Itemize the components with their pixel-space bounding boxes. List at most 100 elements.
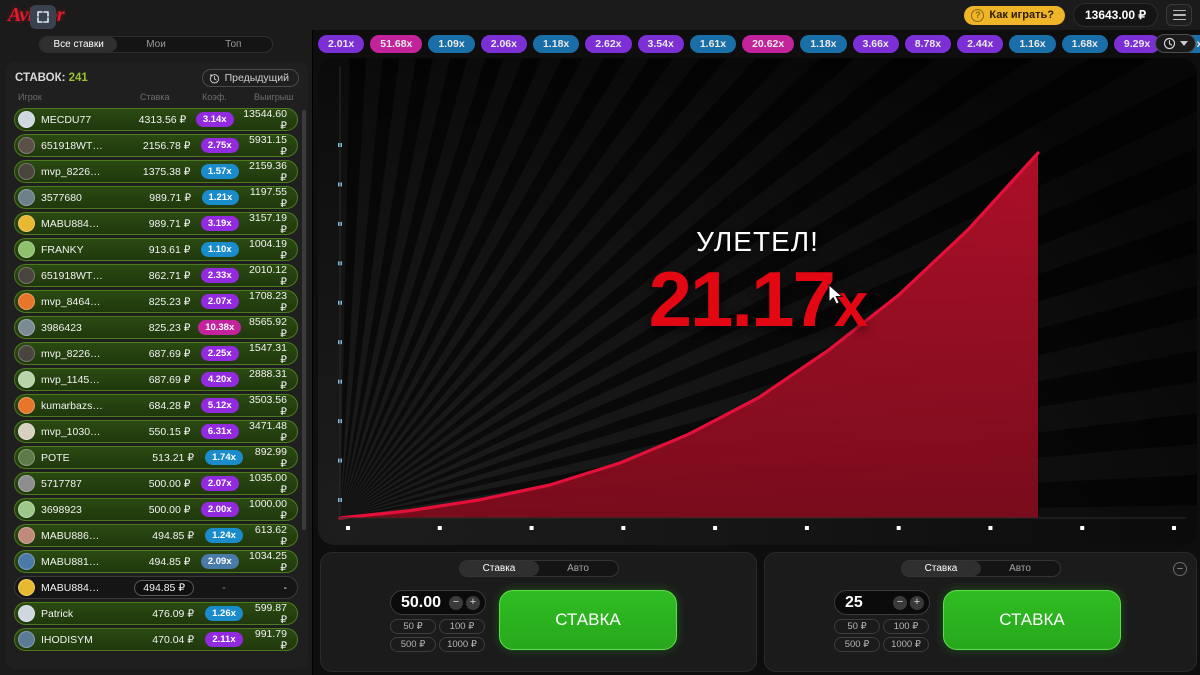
bet-panel-2-tab-1[interactable]: Авто [1009, 563, 1031, 574]
win-amount: 1000.00 ₽ [249, 497, 287, 522]
bet-panel-1-tab-1[interactable]: Авто [567, 563, 589, 574]
minus-circle-icon[interactable]: − [893, 595, 907, 610]
player-name: POTE [41, 451, 70, 464]
table-row[interactable]: mvp_1145… 687.69 ₽4.20x 2888.31 ₽ [14, 367, 298, 392]
multiplier-badge: 6.31x [190, 424, 249, 439]
place-bet-button-1[interactable]: СТАВКА [499, 590, 677, 650]
table-row[interactable]: mvp_8226… 1375.38 ₽1.57x 2159.36 ₽ [14, 160, 298, 184]
bet-amount: 684.28 ₽ [148, 399, 191, 412]
table-row[interactable]: MECDU77 4313.56 ₽3.14x 13544.60 ₽ [14, 108, 298, 132]
bets-sidebar: Все ставки Мои Топ СТАВОК: 241 Предыдущий … [0, 30, 313, 675]
multiplier-badge: 2.25x [190, 346, 249, 361]
multiplier-badge: 2.00x [190, 502, 249, 517]
history-chip-15[interactable]: 9.29x [1113, 35, 1161, 53]
history-chip-3[interactable]: 2.06x [480, 35, 527, 53]
bet-amount-stepper-1[interactable]: 50.00 − + [390, 590, 486, 615]
avatar [18, 215, 35, 232]
history-chip-12[interactable]: 2.44x [957, 35, 1004, 53]
history-toggle-button[interactable] [1155, 34, 1196, 53]
table-row[interactable]: MABU884… 989.71 ₽3.19x 3157.19 ₽ [14, 211, 298, 236]
history-chip-11[interactable]: 8.78x [904, 35, 952, 53]
hamburger-menu-icon[interactable] [1166, 4, 1192, 26]
player-name: kumarbazs… [41, 399, 103, 412]
history-chip-6[interactable]: 3.54x [637, 35, 684, 53]
bets-column-header-3: Выигрыш [254, 92, 294, 102]
bet-amount: 470.04 ₽ [152, 633, 194, 646]
bet-amount: 989.71 ₽ [148, 217, 191, 230]
bet-amount: 687.69 ₽ [148, 373, 191, 386]
player-name: MABU884… [41, 581, 100, 594]
place-bet-button-2[interactable]: СТАВКА [943, 590, 1121, 650]
quick-amount-1-1[interactable]: 100 ₽ [439, 619, 485, 634]
multiplier-badge: 1.21x [191, 190, 250, 205]
quick-amount-2-1[interactable]: 100 ₽ [883, 619, 929, 634]
table-row[interactable]: IHODISYM 470.04 ₽2.11x 991.79 ₽ [14, 628, 298, 652]
bet-panel-1-tab-0[interactable]: Ставка [459, 561, 539, 576]
history-chip-5[interactable]: 2.62x [585, 35, 632, 53]
sidebar-tab-1[interactable]: Мои [146, 39, 166, 50]
table-row[interactable]: Patrick 476.09 ₽1.26x 599.87 ₽ [14, 602, 298, 626]
quick-amount-2-0[interactable]: 50 ₽ [834, 619, 880, 634]
bet-panel-2-amount-col: 25 − + 50 ₽100 ₽500 ₽1000 ₽ [834, 590, 930, 652]
sidebar-tab-2[interactable]: Топ [225, 39, 242, 50]
quick-amount-1-3[interactable]: 1000 ₽ [439, 637, 485, 652]
win-amount: 613.62 ₽ [254, 523, 287, 548]
table-row[interactable]: 3986423 825.23 ₽10.38x 8565.92 ₽ [14, 316, 298, 340]
remove-bet-panel-button[interactable]: − [1173, 562, 1187, 576]
minus-circle-icon[interactable]: − [449, 595, 463, 610]
bet-panel-1: Ставка Авто 50.00 − + 50 ₽100 ₽500 ₽1000 … [320, 552, 757, 672]
previous-round-button[interactable]: Предыдущий [201, 69, 299, 87]
win-amount: 2888.31 ₽ [249, 367, 287, 392]
table-row[interactable]: 651918WT… 2156.78 ₽2.75x 5931.15 ₽ [14, 134, 298, 158]
bets-scrollbar[interactable] [302, 110, 306, 530]
win-amount: 3157.19 ₽ [249, 211, 287, 236]
table-row[interactable]: POTE 513.21 ₽1.74x 892.99 ₽ [14, 446, 298, 470]
multiplier-badge: 3.19x [190, 216, 249, 231]
how-to-play-button[interactable]: ? Как играть? [964, 5, 1065, 25]
table-row[interactable]: 3698923 500.00 ₽2.00x 1000.00 ₽ [14, 497, 298, 522]
multiplier-badge: 2.07x [190, 294, 249, 309]
player-name: MECDU77 [41, 113, 92, 126]
multiplier-badge: 5.12x [190, 398, 249, 413]
table-row[interactable]: 651918WT… 862.71 ₽2.33x 2010.12 ₽ [14, 264, 298, 288]
bet-amount: 550.15 ₽ [148, 425, 191, 438]
history-chip-9[interactable]: 1.18x [800, 35, 847, 53]
quick-amount-2-2[interactable]: 500 ₽ [834, 637, 880, 652]
table-row[interactable]: MABU884… 494.85 ₽ - - [14, 576, 298, 599]
table-row[interactable]: 3577680 989.71 ₽1.21x 1197.55 ₽ [14, 186, 298, 210]
quick-amount-2-3[interactable]: 1000 ₽ [883, 637, 929, 652]
avatar [18, 423, 35, 440]
fullscreen-exit-icon[interactable] [30, 5, 56, 29]
table-row[interactable]: kumarbazs… 684.28 ₽5.12x 3503.56 ₽ [14, 394, 298, 418]
plus-circle-icon[interactable]: + [466, 595, 480, 610]
table-row[interactable]: mvp_8226… 687.69 ₽2.25x 1547.31 ₽ [14, 342, 298, 366]
table-row[interactable]: 5717787 500.00 ₽2.07x 1035.00 ₽ [14, 472, 298, 496]
table-row[interactable]: MABU881… 494.85 ₽2.09x 1034.25 ₽ [14, 550, 298, 574]
table-row[interactable]: MABU886… 494.85 ₽1.24x 613.62 ₽ [14, 523, 298, 548]
table-row[interactable]: mvp_8464… 825.23 ₽2.07x 1708.23 ₽ [14, 290, 298, 314]
history-chip-0[interactable]: 2.01x [318, 35, 365, 53]
history-chip-14[interactable]: 1.68x [1061, 35, 1108, 53]
history-chip-2[interactable]: 1.09x [428, 35, 475, 53]
bet-panel-2: Ставка Авто − 25 − + 50 ₽100 ₽500 ₽1000 ₽… [764, 552, 1197, 672]
history-chip-13[interactable]: 1.16x [1009, 35, 1056, 53]
history-chip-4[interactable]: 1.18x [532, 35, 580, 53]
multiplier-badge: 1.74x [194, 450, 254, 465]
avatar [18, 137, 35, 154]
history-chip-10[interactable]: 3.66x [852, 35, 899, 53]
quick-amount-1-0[interactable]: 50 ₽ [390, 619, 436, 634]
bet-panel-2-tab-0[interactable]: Ставка [901, 561, 981, 576]
player-name: Patrick [41, 607, 74, 620]
history-chip-1[interactable]: 51.68x [370, 35, 423, 53]
table-row[interactable]: mvp_1030… 550.15 ₽6.31x 3471.48 ₽ [14, 420, 298, 444]
history-chip-7[interactable]: 1.61x [689, 35, 737, 53]
sidebar-tab-0[interactable]: Все ставки [40, 37, 118, 52]
top-bar: Aviator ? Как играть? 13643.00 ₽ [0, 0, 1200, 30]
table-row[interactable]: FRANKY 913.61 ₽1.10x 1004.19 ₽ [14, 238, 298, 262]
player-name: 3698923 [41, 503, 82, 516]
bet-amount-stepper-2[interactable]: 25 − + [834, 590, 930, 615]
quick-amount-1-2[interactable]: 500 ₽ [390, 637, 436, 652]
plus-circle-icon[interactable]: + [910, 595, 924, 610]
player-name: mvp_8464… [41, 295, 101, 308]
history-chip-8[interactable]: 20.62x [742, 35, 795, 53]
